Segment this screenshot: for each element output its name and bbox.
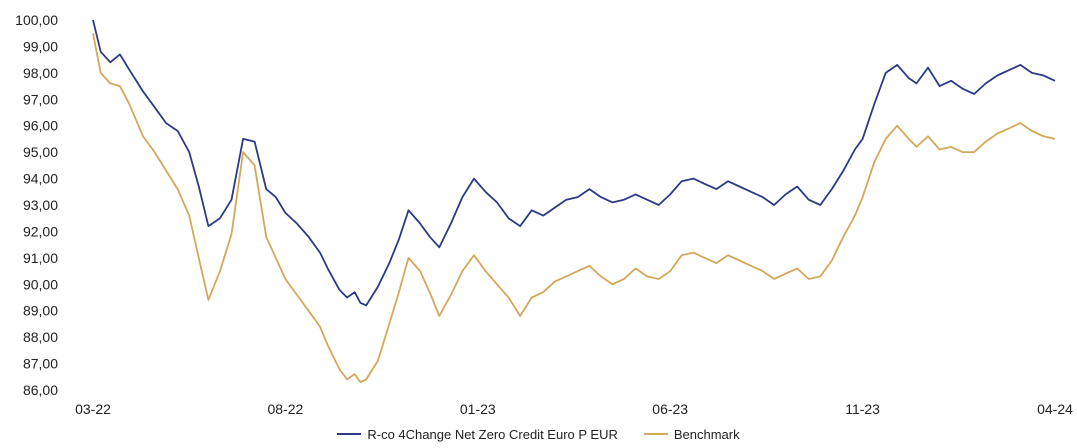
series-layer	[92, 19, 1056, 383]
y-tick-label: 95,00	[23, 144, 58, 160]
y-tick-label: 92,00	[23, 223, 58, 239]
y-tick-label: 90,00	[23, 276, 58, 292]
y-tick-label: 100,00	[15, 12, 58, 28]
legend-label-benchmark: Benchmark	[673, 426, 740, 442]
legend-swatch-benchmark	[643, 433, 668, 435]
y-tick-label: 98,00	[23, 65, 58, 81]
x-tick-label: 03-22	[75, 401, 111, 417]
x-axis-ticks: 03-22 08-22 01-23 06-23 11-23 04-24	[75, 401, 1073, 417]
legend-label-fund: R-co 4Change Net Zero Credit Euro P EUR	[367, 426, 618, 442]
y-tick-label: 87,00	[23, 356, 58, 372]
y-tick-label: 89,00	[23, 303, 58, 319]
x-tick-label: 06-23	[652, 401, 688, 417]
y-tick-label: 94,00	[23, 171, 58, 187]
series-line-fund	[92, 19, 1056, 307]
y-tick-label: 99,00	[23, 38, 58, 54]
y-tick-label: 96,00	[23, 118, 58, 134]
y-axis-ticks: 100,00 99,00 98,00 97,00 96,00 95,00 94,00 93,0…	[15, 12, 58, 398]
legend: R-co 4Change Net Zero Credit Euro P EUR …	[0, 423, 1077, 445]
line-chart: 100,00 99,00 98,00 97,00 96,00 95,00 94,00 93,0…	[15, 12, 1073, 417]
x-tick-label: 11-23	[845, 401, 880, 417]
legend-item-fund: R-co 4Change Net Zero Credit Euro P EUR	[337, 426, 618, 442]
y-tick-label: 97,00	[23, 91, 58, 107]
legend-item-benchmark: Benchmark	[643, 426, 740, 442]
y-tick-label: 91,00	[23, 250, 58, 266]
y-tick-label: 93,00	[23, 197, 58, 213]
y-tick-label: 86,00	[23, 382, 58, 398]
x-tick-label: 04-24	[1037, 401, 1073, 417]
x-tick-label: 01-23	[460, 401, 496, 417]
series-line-benchmark	[92, 33, 1056, 383]
y-tick-label: 88,00	[23, 329, 58, 345]
legend-swatch-fund	[337, 433, 362, 435]
x-tick-label: 08-22	[267, 401, 303, 417]
